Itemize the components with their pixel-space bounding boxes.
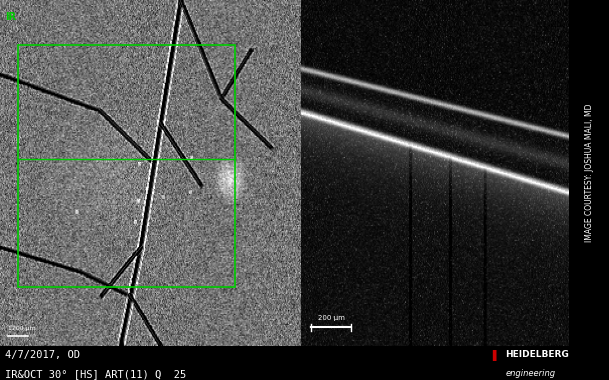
- Text: ❚: ❚: [490, 350, 499, 361]
- Text: HEIDELBERG: HEIDELBERG: [505, 350, 569, 359]
- Text: IR: IR: [5, 13, 16, 22]
- Text: 4/7/2017, OD: 4/7/2017, OD: [5, 350, 80, 360]
- Text: IMAGE COURTESY: JOSHUA MALI, MD: IMAGE COURTESY: JOSHUA MALI, MD: [585, 104, 594, 242]
- Text: 200 μm: 200 μm: [318, 315, 345, 321]
- Text: IR&OCT 30° [HS] ART(11) Q  25: IR&OCT 30° [HS] ART(11) Q 25: [5, 369, 186, 379]
- Text: engineering: engineering: [505, 369, 555, 378]
- Text: 1200 μm: 1200 μm: [8, 326, 36, 331]
- Bar: [18, 45, 235, 287]
